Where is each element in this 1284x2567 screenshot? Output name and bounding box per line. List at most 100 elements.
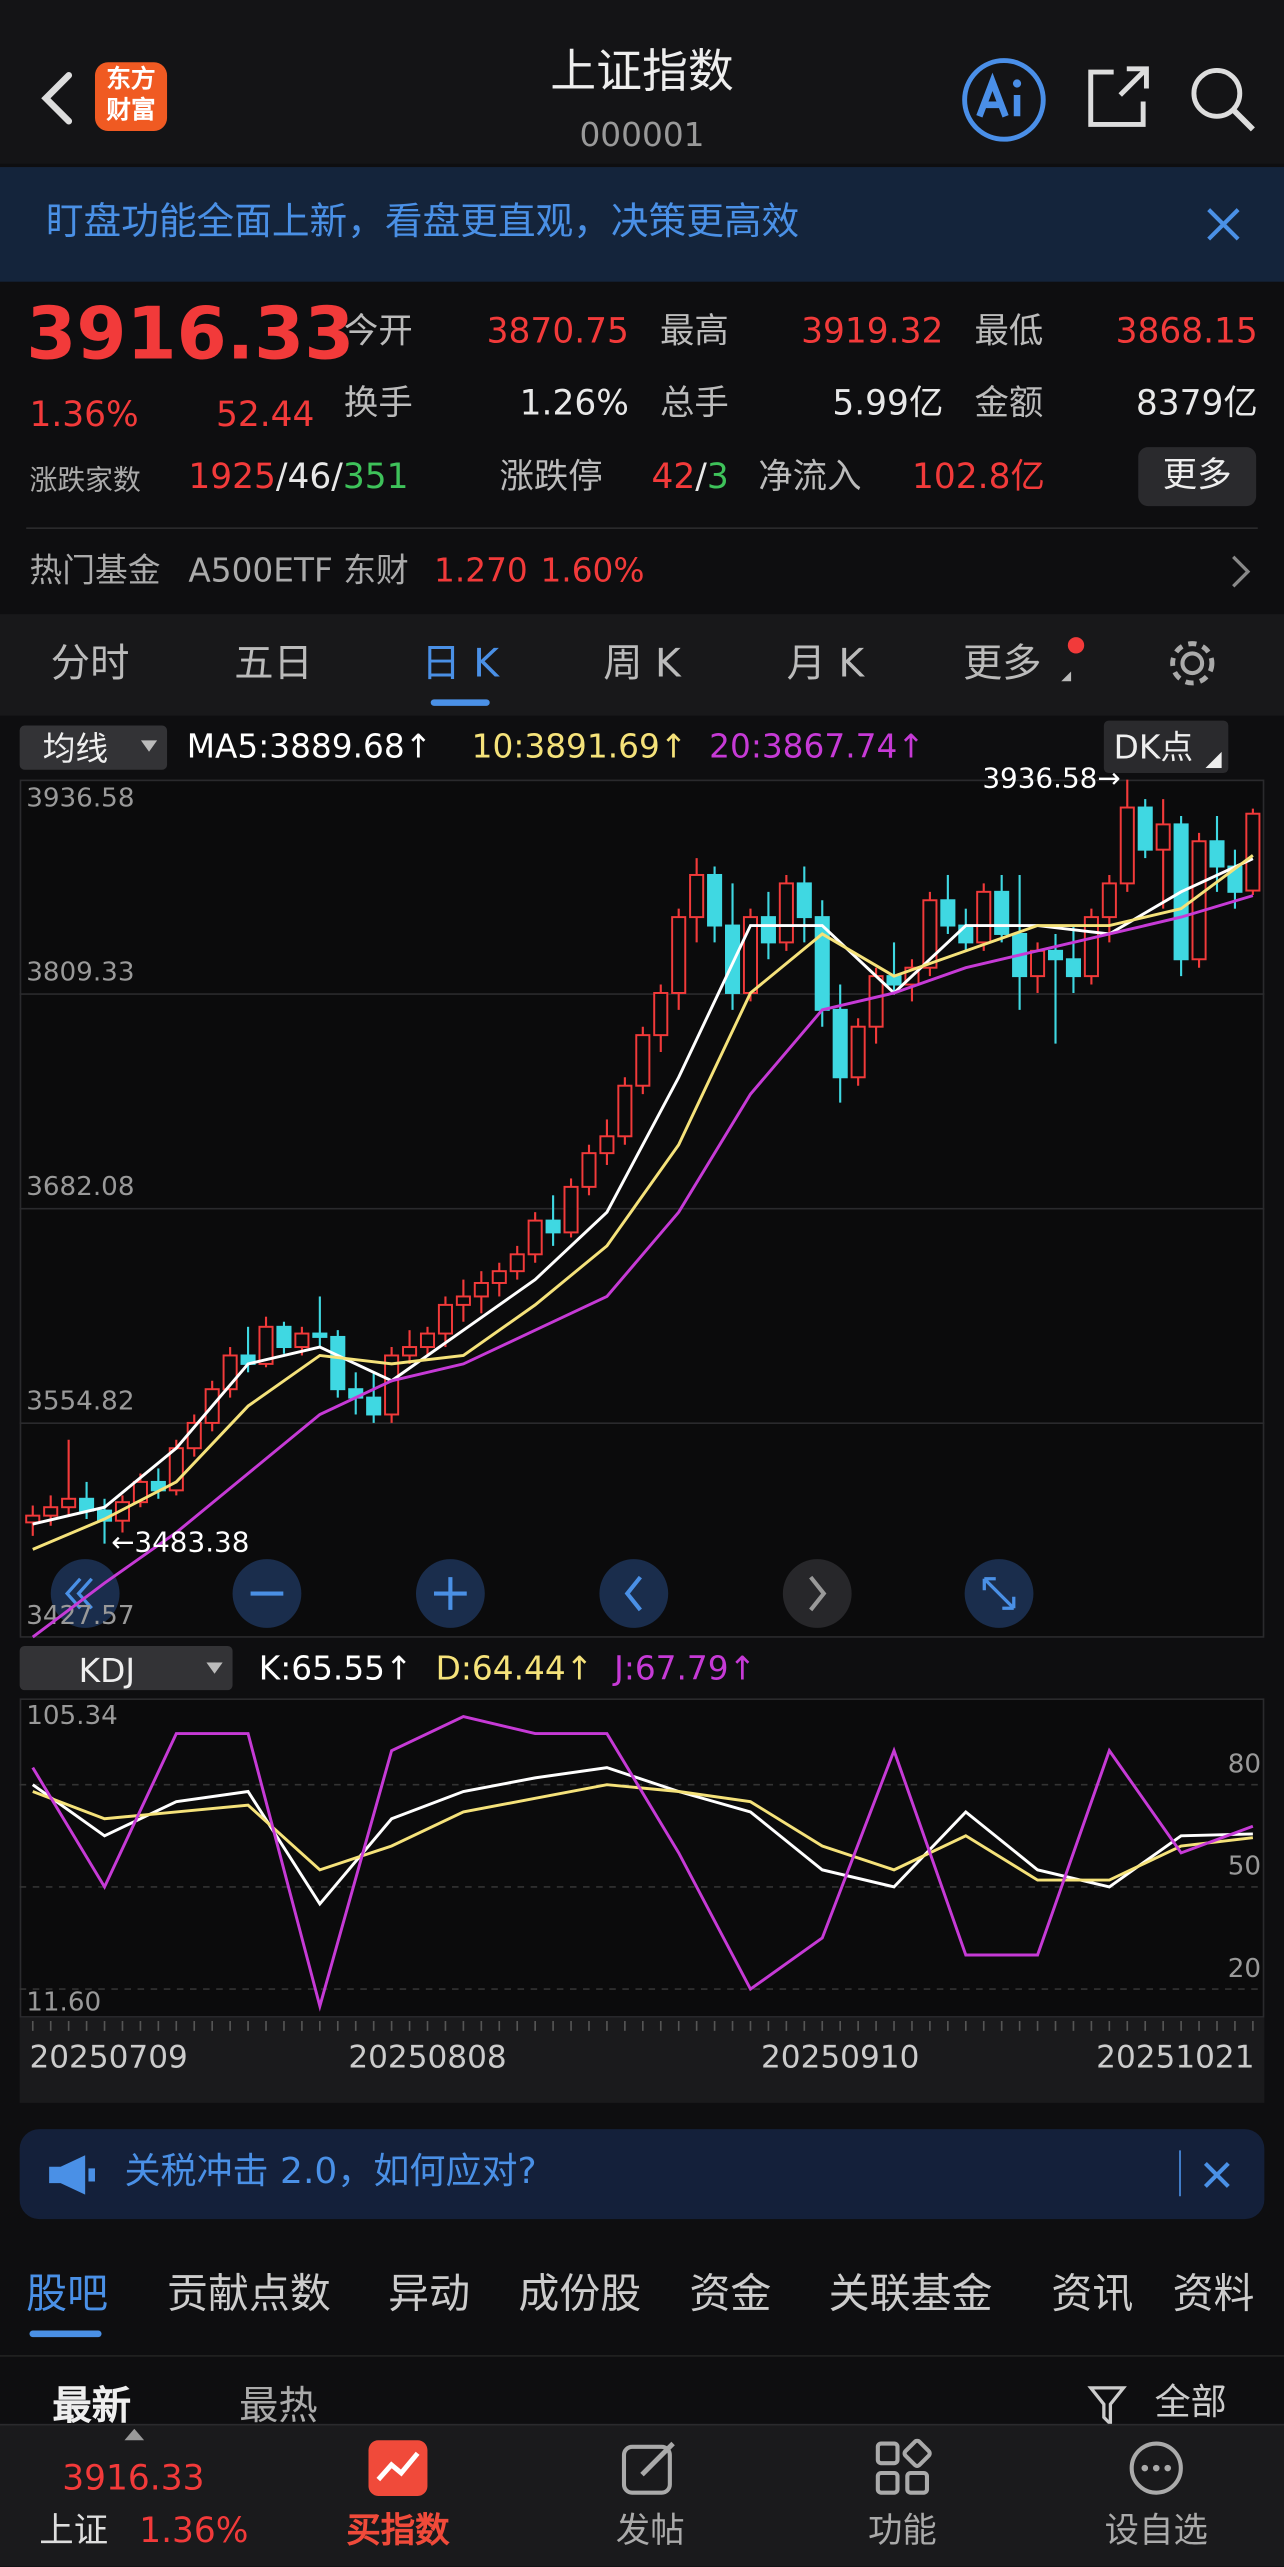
field-label: 总手 <box>660 383 729 423</box>
mini-price[interactable]: 3916.33 <box>62 2458 205 2498</box>
share-button[interactable] <box>1081 62 1156 134</box>
subtab-indicator <box>29 2330 102 2338</box>
field-label: 换手 <box>343 383 413 423</box>
mini-name[interactable]: 上证 <box>39 2510 109 2550</box>
chevron[interactable] <box>1228 554 1254 590</box>
kdj-selector[interactable]: KDJ <box>19 1645 233 1691</box>
inflow-label: 净流入 <box>758 456 862 497</box>
header <box>0 0 1284 164</box>
more-button[interactable]: 更多 <box>1138 447 1257 507</box>
fund-name[interactable]: A500ETF 东财 <box>188 550 409 590</box>
field-value: 3919.32 <box>801 311 944 351</box>
legend-entry: 20:3867.74↑ <box>709 727 925 765</box>
tab-badge <box>1061 637 1085 682</box>
buy-icon[interactable] <box>367 2439 429 2498</box>
change-pct: 1.36% <box>29 394 139 435</box>
legend-entry: D:64.44↑ <box>436 1650 593 1688</box>
ma-selector[interactable]: 均线 <box>19 725 168 770</box>
banner-text[interactable]: 盯盘功能全面上新，看盘更直观，决策更高效 <box>45 201 800 245</box>
dropdown-arrow <box>140 740 158 752</box>
nav-buy[interactable]: 买指数 <box>346 2510 450 2550</box>
indicator-text[interactable]: DK点 <box>1113 727 1194 767</box>
separator: / <box>275 456 288 497</box>
flat-count: 46 <box>287 456 332 497</box>
fund-pct[interactable]: 1.60% <box>540 550 645 590</box>
inflow: 102.8亿 <box>912 456 1045 497</box>
nav-post[interactable]: 发帖 <box>615 2510 685 2550</box>
back-button[interactable] <box>33 69 82 128</box>
legend-entry: K:65.55↑ <box>259 1650 413 1688</box>
divider <box>1179 2150 1181 2197</box>
subtab[interactable]: 资料 <box>1172 2269 1255 2318</box>
dropdown-arrow <box>206 1662 223 1674</box>
date-axis <box>19 2017 1265 2103</box>
kdj-selector-text[interactable]: KDJ <box>78 1650 135 1691</box>
fund-price[interactable]: 1.270 <box>434 550 528 590</box>
subtab[interactable]: 股吧 <box>26 2269 109 2318</box>
up-count: 1925 <box>188 456 276 497</box>
tab[interactable]: 月 K <box>786 640 865 687</box>
legend-entry: 10:3891.69↑ <box>472 727 688 765</box>
watchlist-icon[interactable] <box>1125 2439 1187 2498</box>
settings-button[interactable] <box>1166 637 1218 689</box>
subtab[interactable]: 成份股 <box>518 2269 642 2318</box>
divider <box>0 2355 1284 2357</box>
function-icon[interactable] <box>873 2438 935 2498</box>
legend-entry: MA5:3889.68↑ <box>187 727 432 765</box>
search-button[interactable] <box>1186 62 1261 134</box>
separator: / <box>695 456 707 497</box>
banner[interactable] <box>0 167 1284 282</box>
subtab[interactable]: 资讯 <box>1051 2269 1134 2318</box>
title: 上证指数 <box>550 44 734 99</box>
subtab[interactable]: 资金 <box>689 2269 772 2318</box>
indicator-button[interactable]: DK点 <box>1103 720 1229 774</box>
ai-button[interactable] <box>960 56 1052 144</box>
post-icon[interactable] <box>619 2439 681 2498</box>
breadth-label: 涨跌家数 <box>29 465 141 498</box>
divider <box>26 527 1258 529</box>
field-value: 3870.75 <box>486 311 629 351</box>
corner-mark <box>1205 751 1222 769</box>
sort-latest[interactable]: 最新 <box>52 2382 132 2429</box>
subtab[interactable]: 异动 <box>388 2269 471 2318</box>
tab[interactable]: 更多 <box>962 640 1042 687</box>
tab-bar <box>0 614 1284 716</box>
fund-label[interactable]: 热门基金 <box>29 550 161 590</box>
filter[interactable]: 全部 <box>1154 2382 1227 2424</box>
nav-watchlist[interactable]: 设自选 <box>1104 2510 1208 2550</box>
limit-label: 涨跌停 <box>499 456 603 497</box>
field-label: 今开 <box>343 311 413 351</box>
tab-indicator <box>430 699 490 706</box>
app-logo: 东方 财富 <box>94 62 168 132</box>
field-label: 金额 <box>974 383 1044 423</box>
stock-code: 000001 <box>579 114 705 154</box>
mini-pct[interactable]: 1.36% <box>139 2510 249 2550</box>
field-label: 最高 <box>660 311 729 351</box>
tab[interactable]: 五日 <box>234 640 313 687</box>
news-bar[interactable] <box>19 2129 1265 2220</box>
logo-text: 财富 <box>106 94 156 125</box>
close-banner[interactable] <box>1205 206 1241 242</box>
megaphone-icon <box>49 2155 95 2195</box>
breadth: 1925/46/351 <box>188 456 408 497</box>
limit-up: 42 <box>651 456 696 497</box>
separator: / <box>331 456 343 497</box>
tab-active[interactable]: 日 K <box>421 640 500 687</box>
nav-function[interactable]: 功能 <box>868 2510 937 2550</box>
close-news[interactable] <box>1202 2160 1231 2189</box>
tab[interactable]: 分时 <box>50 640 130 687</box>
legend-entry: J:67.79↑ <box>612 1650 756 1688</box>
news-text[interactable]: 关税冲击 2.0，如何应对? <box>124 2152 537 2193</box>
more-text[interactable]: 更多 <box>1162 455 1232 495</box>
ma-selector-text[interactable]: 均线 <box>42 728 109 769</box>
filter-icon[interactable] <box>1087 2385 1130 2428</box>
limit-down: 3 <box>706 456 729 497</box>
subtab[interactable]: 贡献点数 <box>167 2269 331 2318</box>
field-value: 3868.15 <box>1115 311 1258 351</box>
field-value: 5.99亿 <box>832 383 944 423</box>
tab[interactable]: 周 K <box>603 640 681 687</box>
sort-hot[interactable]: 最热 <box>239 2382 318 2429</box>
change: 52.44 <box>215 394 315 435</box>
subtab[interactable]: 关联基金 <box>828 2269 993 2318</box>
